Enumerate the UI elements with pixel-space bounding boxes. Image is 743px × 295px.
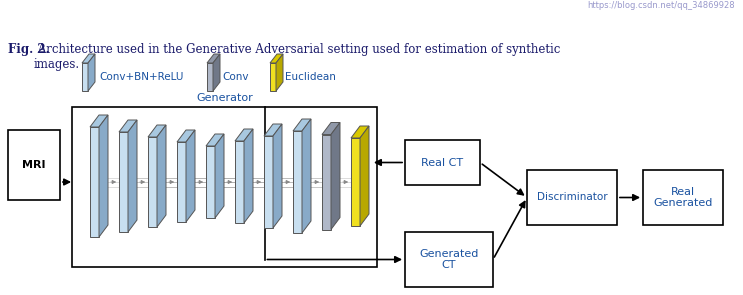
Polygon shape [264, 124, 282, 136]
Polygon shape [351, 138, 360, 226]
Polygon shape [270, 63, 276, 91]
Polygon shape [148, 137, 157, 227]
Polygon shape [213, 54, 220, 91]
Polygon shape [273, 124, 282, 228]
Bar [405, 140, 480, 185]
Polygon shape [88, 54, 95, 91]
Polygon shape [99, 115, 108, 237]
Polygon shape [82, 63, 88, 91]
Polygon shape [235, 129, 253, 141]
Bar [527, 170, 617, 225]
Polygon shape [302, 119, 311, 233]
Bar [405, 232, 493, 287]
Polygon shape [186, 130, 195, 222]
Text: Architecture used in the Generative Adversarial setting used for estimation of s: Architecture used in the Generative Adve… [34, 43, 560, 71]
Polygon shape [322, 135, 331, 230]
Text: MRI: MRI [22, 160, 46, 170]
Polygon shape [128, 120, 137, 232]
Polygon shape [264, 136, 273, 228]
Polygon shape [206, 134, 224, 146]
Polygon shape [157, 125, 166, 227]
Bar [643, 170, 723, 225]
Polygon shape [177, 142, 186, 222]
Polygon shape [244, 129, 253, 223]
Text: Discriminator: Discriminator [536, 193, 607, 202]
Polygon shape [207, 54, 220, 63]
Polygon shape [351, 126, 369, 138]
Polygon shape [322, 122, 340, 135]
Polygon shape [119, 132, 128, 232]
Polygon shape [235, 141, 244, 223]
Polygon shape [331, 122, 340, 230]
Polygon shape [293, 119, 311, 131]
Bar [72, 107, 377, 267]
Text: Real
Generated: Real Generated [653, 187, 713, 208]
Polygon shape [82, 54, 95, 63]
Text: Conv: Conv [222, 72, 248, 82]
Polygon shape [270, 54, 283, 63]
Text: Euclidean: Euclidean [285, 72, 336, 82]
Polygon shape [215, 134, 224, 218]
Polygon shape [360, 126, 369, 226]
Bar [8, 130, 60, 200]
Polygon shape [177, 130, 195, 142]
Polygon shape [276, 54, 283, 91]
Text: Generated
CT: Generated CT [419, 249, 478, 270]
Text: Fig. 2.: Fig. 2. [8, 43, 50, 56]
Polygon shape [90, 115, 108, 127]
Text: https://blog.csdn.net/qq_34869928: https://blog.csdn.net/qq_34869928 [588, 1, 735, 10]
Text: Generator: Generator [196, 93, 253, 103]
Text: Real CT: Real CT [421, 158, 464, 168]
Polygon shape [119, 120, 137, 132]
Text: Conv+BN+ReLU: Conv+BN+ReLU [99, 72, 184, 82]
Polygon shape [206, 146, 215, 218]
Polygon shape [293, 131, 302, 233]
Polygon shape [207, 63, 213, 91]
Polygon shape [90, 127, 99, 237]
Polygon shape [148, 125, 166, 137]
